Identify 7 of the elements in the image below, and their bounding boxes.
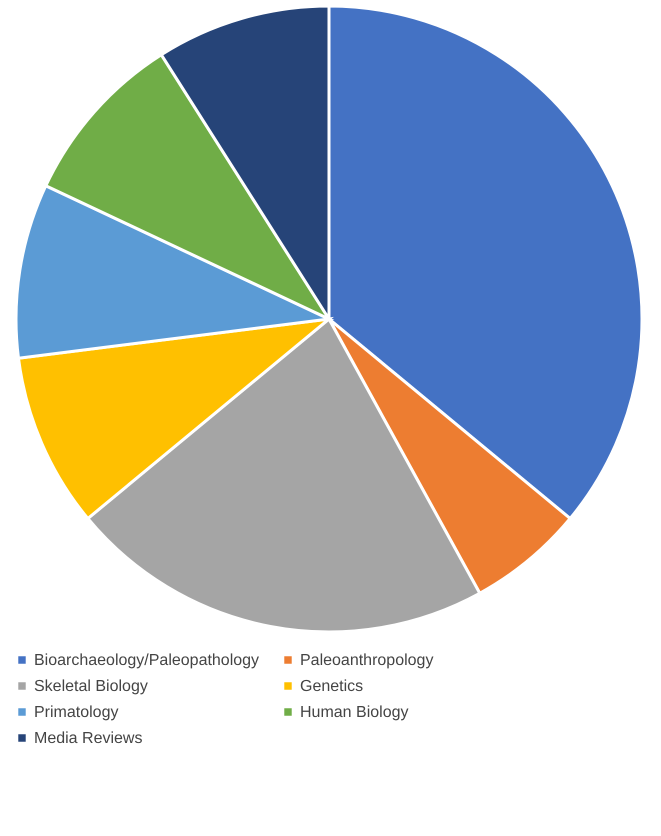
legend-label: Genetics bbox=[300, 678, 364, 695]
legend-label: Skeletal Biology bbox=[34, 678, 148, 695]
legend-label: Media Reviews bbox=[34, 730, 142, 747]
legend-label: Paleoanthropology bbox=[300, 652, 434, 669]
legend-label: Primatology bbox=[34, 704, 118, 721]
legend-label: Bioarchaeology/Paleopathology bbox=[34, 652, 260, 669]
legend-label: Human Biology bbox=[300, 704, 408, 721]
